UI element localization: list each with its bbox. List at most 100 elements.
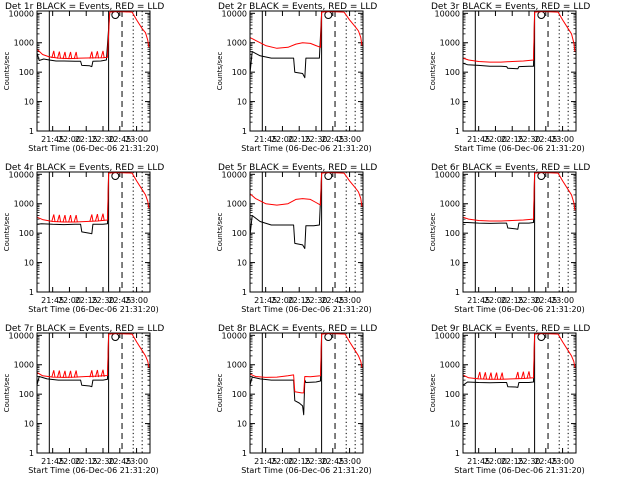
lld-spike — [94, 213, 100, 222]
y-axis-label: Counts/sec — [216, 213, 224, 252]
detector-panel: Det 7r BLACK = Events, RED = LLD Counts/s… — [3, 324, 164, 475]
y-tick-label: 1000 — [14, 200, 34, 209]
x-tick-label: 22:15 — [501, 296, 524, 305]
panel-title: Det 1r BLACK = Events, RED = LLD — [5, 2, 164, 12]
y-tick-label: 10000 — [435, 170, 460, 179]
y-tick-label: 10000 — [9, 170, 34, 179]
y-tick-label: 10000 — [435, 331, 460, 340]
x-tick-label: 22:15 — [288, 296, 311, 305]
panel-title: Det 7r BLACK = Events, RED = LLD — [5, 324, 164, 334]
y-tick-label: 1000 — [14, 39, 34, 48]
plot-frame — [36, 171, 151, 293]
panel-title: Det 6r BLACK = Events, RED = LLD — [431, 163, 590, 173]
x-tick-label: 22:00 — [484, 296, 507, 305]
detector-panel: Det 6r BLACK = Events, RED = LLD Counts/s… — [429, 163, 590, 314]
x-axis-label: Start Time (06-Dec-06 21:31:20) — [241, 466, 372, 475]
lld-spike — [73, 370, 78, 378]
x-tick-label: 21:45 — [467, 135, 490, 144]
x-tick-label: 22:30 — [91, 457, 114, 466]
y-tick-label: 1 — [29, 127, 34, 136]
lld-spike — [56, 51, 62, 59]
panel-title: Det 2r BLACK = Events, RED = LLD — [218, 2, 377, 12]
x-tick-label: 22:15 — [501, 135, 524, 144]
lld-spike — [73, 214, 78, 223]
series-line-events — [462, 335, 536, 388]
series-line-lld — [462, 11, 576, 63]
y-axis-label: Counts/sec — [429, 213, 437, 252]
y-tick-label: 1 — [242, 449, 247, 458]
lld-spike — [62, 51, 67, 60]
y-tick-label: 10 — [450, 98, 460, 107]
x-tick-label: 22:45 — [321, 296, 344, 305]
series-line-events — [36, 13, 111, 68]
x-tick-label: 23:00 — [551, 296, 574, 305]
y-tick-label: 10 — [24, 420, 34, 429]
series-line-lld — [249, 333, 363, 394]
x-tick-label: 22:45 — [108, 135, 131, 144]
panel-title: Det 4r BLACK = Events, RED = LLD — [5, 163, 164, 173]
lld-spike — [56, 214, 62, 223]
plot-frame — [462, 10, 577, 132]
x-tick-label: 22:00 — [271, 296, 294, 305]
y-tick-label: 1000 — [227, 39, 247, 48]
x-tick-label: 23:00 — [551, 135, 574, 144]
y-tick-label: 1 — [455, 288, 460, 297]
x-tick-label: 22:00 — [271, 457, 294, 466]
series-line-lld — [462, 172, 576, 222]
series-line-lld — [36, 333, 150, 378]
y-tick-label: 1 — [455, 449, 460, 458]
x-axis-label: Start Time (06-Dec-06 21:31:20) — [241, 144, 372, 153]
panel-title: Det 3r BLACK = Events, RED = LLD — [431, 2, 590, 12]
lld-spike — [51, 370, 56, 378]
lld-spike — [515, 371, 520, 380]
series-line-events — [249, 174, 323, 249]
detector-panel: Det 3r BLACK = Events, RED = LLD Counts/s… — [429, 2, 590, 153]
x-tick-label: 22:45 — [321, 135, 344, 144]
x-tick-label: 22:45 — [534, 457, 557, 466]
x-tick-label: 22:30 — [91, 135, 114, 144]
plot-frame — [249, 332, 364, 454]
y-tick-label: 100 — [232, 229, 247, 238]
y-tick-label: 10 — [450, 259, 460, 268]
detector-panel: Det 9r BLACK = Events, RED = LLD Counts/s… — [429, 324, 590, 475]
lld-spike — [68, 370, 73, 378]
lld-spike — [62, 214, 67, 223]
plot-frame — [249, 171, 364, 293]
lld-spike — [51, 50, 56, 59]
x-axis-label: Start Time (06-Dec-06 21:31:20) — [454, 144, 585, 153]
y-tick-label: 100 — [232, 390, 247, 399]
lld-spike — [89, 51, 94, 59]
y-tick-label: 10 — [24, 259, 34, 268]
detector-panel: Det 4r BLACK = Events, RED = LLD Counts/s… — [3, 163, 164, 314]
x-axis-label: Start Time (06-Dec-06 21:31:20) — [28, 305, 159, 314]
series-line-events — [249, 335, 323, 416]
plot-frame — [249, 10, 364, 132]
x-tick-label: 23:00 — [125, 296, 148, 305]
x-tick-label: 23:00 — [551, 457, 574, 466]
y-tick-label: 100 — [232, 68, 247, 77]
x-tick-label: 22:30 — [304, 457, 327, 466]
x-tick-label: 22:30 — [91, 296, 114, 305]
x-tick-label: 22:30 — [517, 135, 540, 144]
y-tick-label: 1000 — [440, 200, 460, 209]
y-tick-label: 10 — [237, 98, 247, 107]
panel-title: Det 8r BLACK = Events, RED = LLD — [218, 324, 377, 334]
plot-frame — [36, 10, 151, 132]
y-tick-label: 10000 — [435, 9, 460, 18]
lld-spike — [89, 370, 94, 378]
detector-panel: Det 8r BLACK = Events, RED = LLD Counts/s… — [216, 324, 377, 475]
x-tick-label: 22:00 — [58, 135, 81, 144]
x-tick-label: 22:15 — [75, 135, 98, 144]
y-tick-label: 100 — [445, 390, 460, 399]
x-tick-label: 22:00 — [271, 135, 294, 144]
series-line-events — [462, 13, 536, 70]
y-axis-label: Counts/sec — [429, 374, 437, 413]
y-tick-label: 1 — [29, 449, 34, 458]
lld-spike — [482, 372, 488, 380]
x-tick-label: 23:00 — [338, 296, 361, 305]
lld-spike — [51, 214, 56, 222]
x-tick-label: 21:45 — [467, 296, 490, 305]
x-tick-label: 22:30 — [517, 457, 540, 466]
